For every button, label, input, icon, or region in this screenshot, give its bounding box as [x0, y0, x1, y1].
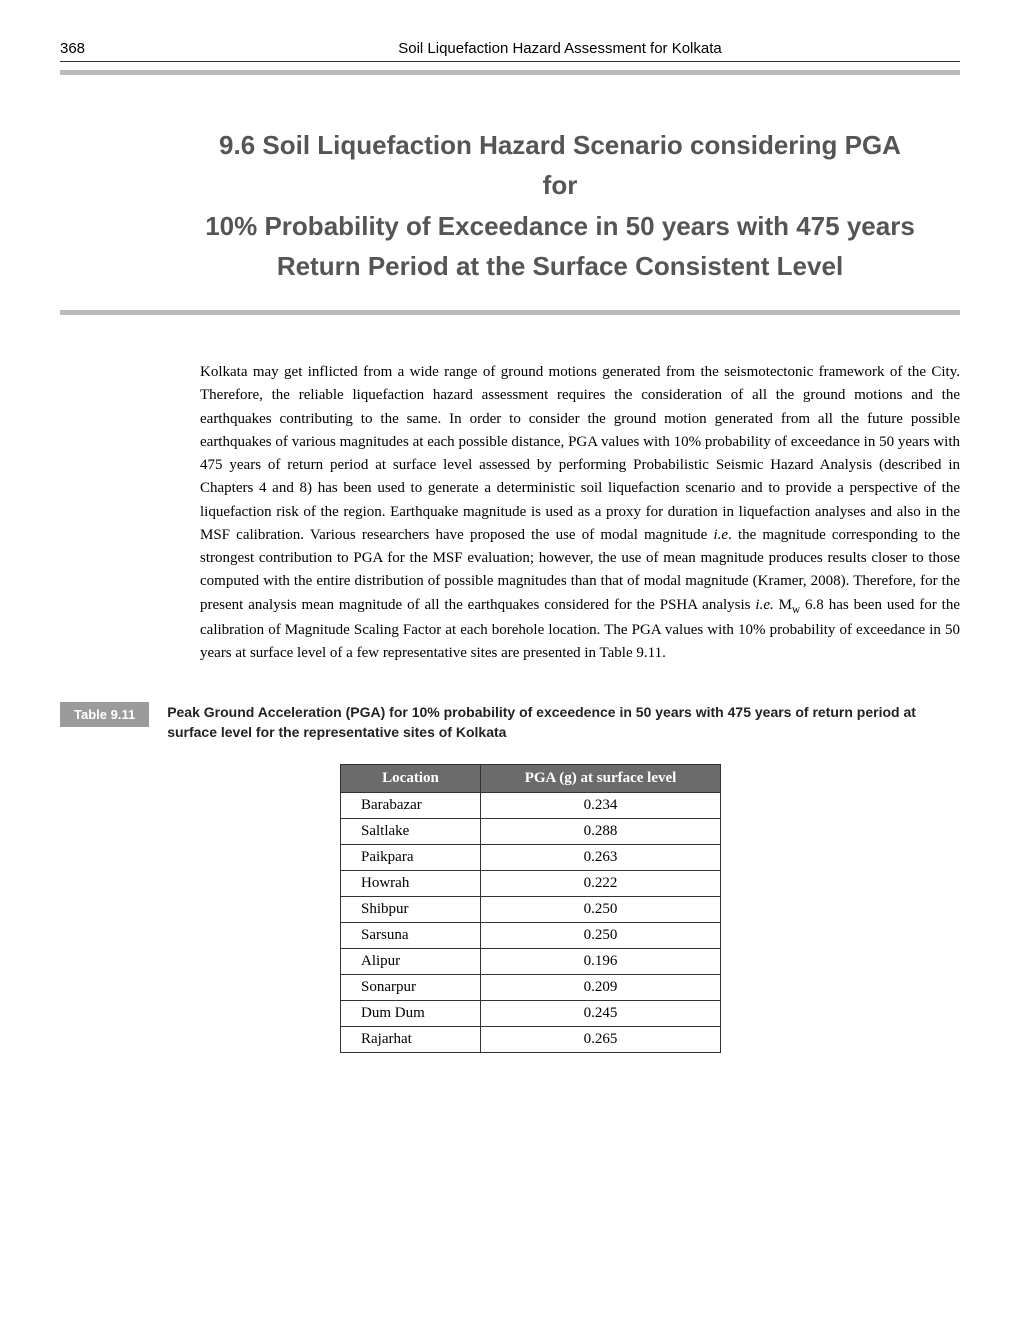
- mw-subscript: w: [792, 604, 800, 616]
- cell-location: Shibpur: [341, 897, 481, 923]
- table-row: Dum Dum0.245: [341, 1001, 721, 1027]
- table-row: Howrah0.222: [341, 871, 721, 897]
- table-row: Sarsuna0.250: [341, 923, 721, 949]
- mw-pre: M: [774, 597, 792, 613]
- heading-rule: [60, 310, 960, 315]
- section-heading: 9.6 Soil Liquefaction Hazard Scenario co…: [200, 125, 920, 286]
- table-body: Barabazar0.234 Saltlake0.288 Paikpara0.2…: [341, 793, 721, 1053]
- table-row: Shibpur0.250: [341, 897, 721, 923]
- table-row: Sonarpur0.209: [341, 975, 721, 1001]
- table-label: Table 9.11: [60, 702, 149, 727]
- page-number: 368: [60, 40, 160, 57]
- page-header: 368 Soil Liquefaction Hazard Assessment …: [60, 40, 960, 62]
- paragraph-part1: Kolkata may get inflicted from a wide ra…: [200, 364, 960, 543]
- th-location: Location: [341, 765, 481, 793]
- ie2-italic: i.e.: [755, 597, 773, 613]
- cell-location: Paikpara: [341, 845, 481, 871]
- table-row: Rajarhat0.265: [341, 1027, 721, 1053]
- cell-pga: 0.263: [481, 845, 721, 871]
- cell-pga: 0.234: [481, 793, 721, 819]
- cell-pga: 0.196: [481, 949, 721, 975]
- table-row: Barabazar0.234: [341, 793, 721, 819]
- body-paragraph: Kolkata may get inflicted from a wide ra…: [200, 361, 960, 665]
- cell-pga: 0.245: [481, 1001, 721, 1027]
- th-pga: PGA (g) at surface level: [481, 765, 721, 793]
- cell-location: Dum Dum: [341, 1001, 481, 1027]
- table-caption-row: Table 9.11 Peak Ground Acceleration (PGA…: [60, 702, 960, 743]
- section-heading-line3: Return Period at the Surface Consistent …: [277, 251, 843, 281]
- cell-location: Sarsuna: [341, 923, 481, 949]
- cell-pga: 0.209: [481, 975, 721, 1001]
- table-row: Alipur0.196: [341, 949, 721, 975]
- cell-location: Howrah: [341, 871, 481, 897]
- ie-italic: i.e: [713, 527, 728, 543]
- running-title: Soil Liquefaction Hazard Assessment for …: [160, 40, 960, 57]
- cell-pga: 0.250: [481, 897, 721, 923]
- table-row: Saltlake0.288: [341, 819, 721, 845]
- cell-pga: 0.222: [481, 871, 721, 897]
- pga-table: Location PGA (g) at surface level Baraba…: [340, 764, 721, 1053]
- cell-location: Saltlake: [341, 819, 481, 845]
- section-heading-line1: 9.6 Soil Liquefaction Hazard Scenario co…: [219, 130, 901, 200]
- section-heading-line2: 10% Probability of Exceedance in 50 year…: [205, 211, 915, 241]
- cell-location: Alipur: [341, 949, 481, 975]
- cell-pga: 0.288: [481, 819, 721, 845]
- table-row: Paikpara0.263: [341, 845, 721, 871]
- cell-pga: 0.265: [481, 1027, 721, 1053]
- cell-location: Rajarhat: [341, 1027, 481, 1053]
- cell-location: Barabazar: [341, 793, 481, 819]
- header-rule: [60, 70, 960, 75]
- table-header-row: Location PGA (g) at surface level: [341, 765, 721, 793]
- cell-pga: 0.250: [481, 923, 721, 949]
- cell-location: Sonarpur: [341, 975, 481, 1001]
- table-caption: Peak Ground Acceleration (PGA) for 10% p…: [167, 702, 960, 743]
